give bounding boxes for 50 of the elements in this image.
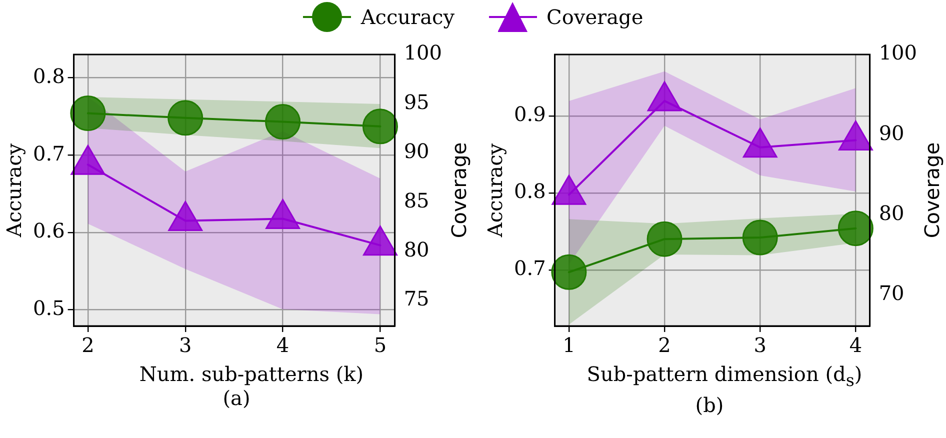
x-axis-title: Sub-pattern dimension (d$_{s}$): [586, 362, 864, 392]
point: [168, 100, 204, 136]
x-tick-label: 4: [849, 333, 862, 358]
x-tick-label: 3: [178, 333, 192, 358]
point: [838, 210, 874, 246]
x-tick-label: 3: [754, 333, 766, 358]
y2-tick-label: 90: [878, 120, 904, 145]
point: [551, 254, 587, 290]
point: [168, 200, 203, 231]
y-tick-label: 0.7: [32, 141, 65, 166]
point: [363, 226, 398, 256]
y2-tick-label: 75: [404, 286, 430, 311]
y-axis-title: Accuracy: [2, 142, 26, 238]
y2-axis-title: Coverage: [920, 142, 944, 238]
y-axis-title: Accuracy: [483, 142, 508, 238]
point: [552, 174, 586, 205]
x-tick-label: 4: [276, 333, 290, 358]
x-tick-label: 2: [658, 333, 671, 358]
y2-tick-label: 80: [404, 237, 430, 262]
x-tick-label: 1: [562, 333, 576, 358]
point: [266, 199, 300, 230]
y-tick-label: 0.9: [514, 102, 546, 126]
y-tick-label: 0.8: [514, 179, 546, 204]
x-tick-label: 2: [82, 333, 94, 358]
legend-label: Coverage: [546, 5, 644, 29]
point: [70, 144, 106, 175]
y2-tick-label: 70: [878, 280, 904, 305]
y2-tick-label: 90: [404, 139, 430, 164]
point: [742, 220, 778, 256]
point: [70, 96, 106, 132]
text: (a): [222, 386, 252, 410]
point: [265, 104, 301, 140]
point: [646, 221, 682, 257]
text: (b): [694, 393, 725, 417]
y2-tick-label: 85: [404, 188, 430, 212]
y2-tick-label: 80: [878, 200, 904, 225]
x-tick-label: 5: [374, 333, 387, 358]
y2-tick-label: 95: [404, 90, 430, 114]
legend-label: Accuracy: [360, 5, 455, 29]
point: [838, 120, 873, 150]
y-tick-label: 0.6: [32, 218, 65, 243]
y2-tick-label: 100: [404, 40, 442, 65]
y-tick-label: 0.7: [514, 256, 546, 280]
point: [362, 108, 398, 144]
y2-tick-label: 100: [878, 40, 918, 65]
y2-axis-title: Coverage: [447, 142, 472, 238]
y-tick-label: 0.8: [32, 64, 65, 88]
point: [742, 128, 778, 158]
y-tick-label: 0.5: [32, 296, 65, 320]
x-axis-title: Num. sub-patterns (k): [138, 362, 365, 386]
